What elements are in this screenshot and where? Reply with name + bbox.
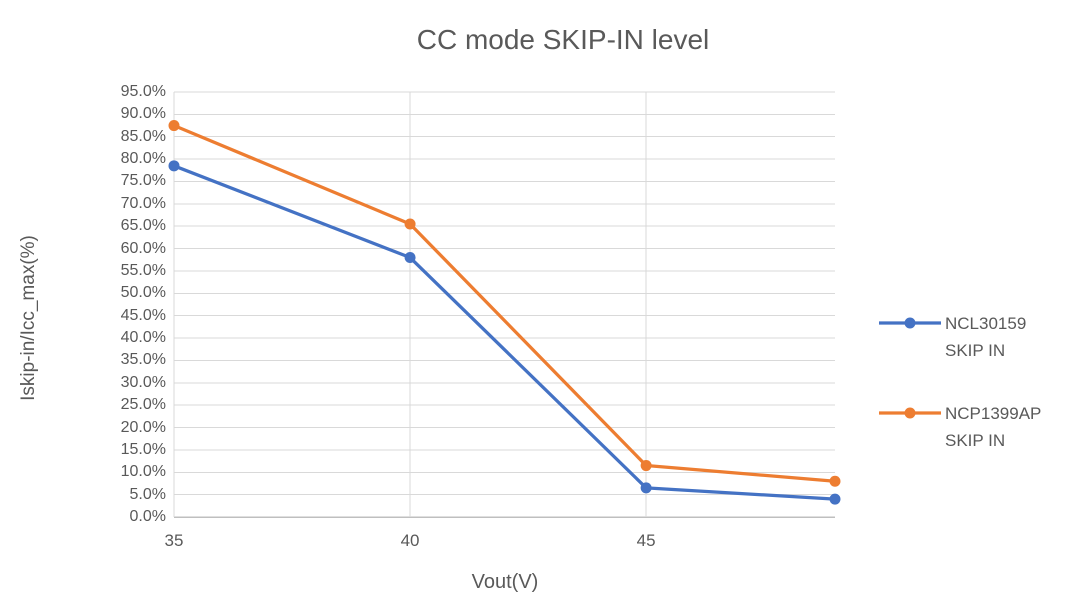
legend-label-line: SKIP IN [945, 341, 1006, 360]
data-point-marker [404, 218, 416, 230]
x-axis-title: Vout(V) [471, 571, 539, 593]
y-tick-label: 60.0% [120, 239, 166, 257]
legend-label-line: NCL30159 [945, 314, 1027, 333]
y-tick-label: 75.0% [120, 172, 166, 190]
series-line [172, 164, 837, 501]
legend-label-line: SKIP IN [945, 431, 1006, 450]
legend-label-line: NCP1399AP [945, 404, 1042, 423]
chart-title: CC mode SKIP-IN level [416, 24, 710, 55]
y-axis-title: Iskip-in/Icc_max(%) [18, 235, 39, 401]
y-tick-label: 50.0% [120, 284, 166, 302]
data-point-marker [829, 475, 841, 487]
y-tick-label: 25.0% [120, 396, 166, 414]
legend: NCL30159 SKIP IN NCP1399AP SKIP IN [878, 310, 1078, 490]
y-tick-label: 15.0% [120, 440, 166, 458]
y-tick-label: 70.0% [120, 194, 166, 212]
data-point-marker [640, 482, 652, 494]
legend-entry: NCP1399AP SKIP IN [878, 400, 1078, 454]
y-tick-label: 5.0% [129, 485, 166, 503]
data-point-marker [168, 120, 180, 132]
y-tick-label: 85.0% [120, 127, 166, 145]
y-tick-label: 80.0% [120, 150, 166, 168]
y-tick-label: 90.0% [120, 105, 166, 123]
x-tick-label: 45 [636, 531, 656, 550]
y-tick-label: 35.0% [120, 351, 166, 369]
x-tick-label: 35 [164, 531, 184, 550]
y-tick-label: 0.0% [129, 508, 166, 525]
data-point-marker [829, 493, 841, 505]
data-point-marker [404, 252, 416, 264]
y-tick-label: 45.0% [120, 306, 166, 324]
y-tick-label: 65.0% [120, 217, 166, 235]
y-tick-label: 30.0% [120, 373, 166, 391]
x-tick-label: 40 [400, 531, 420, 550]
y-tick-label: 20.0% [120, 418, 166, 436]
legend-label: NCL30159 SKIP IN [945, 310, 1026, 364]
y-tick-label: 95.0% [120, 83, 166, 100]
data-point-marker [640, 460, 652, 472]
series-line [172, 123, 837, 483]
legend-marker-icon [879, 317, 941, 329]
y-tick-label: 55.0% [120, 261, 166, 279]
legend-marker-icon [879, 407, 941, 419]
legend-entry: NCL30159 SKIP IN [878, 310, 1078, 364]
y-tick-label: 10.0% [120, 463, 166, 481]
legend-label: NCP1399AP SKIP IN [945, 400, 1041, 454]
y-tick-label: 40.0% [120, 329, 166, 347]
data-point-marker [168, 160, 180, 172]
